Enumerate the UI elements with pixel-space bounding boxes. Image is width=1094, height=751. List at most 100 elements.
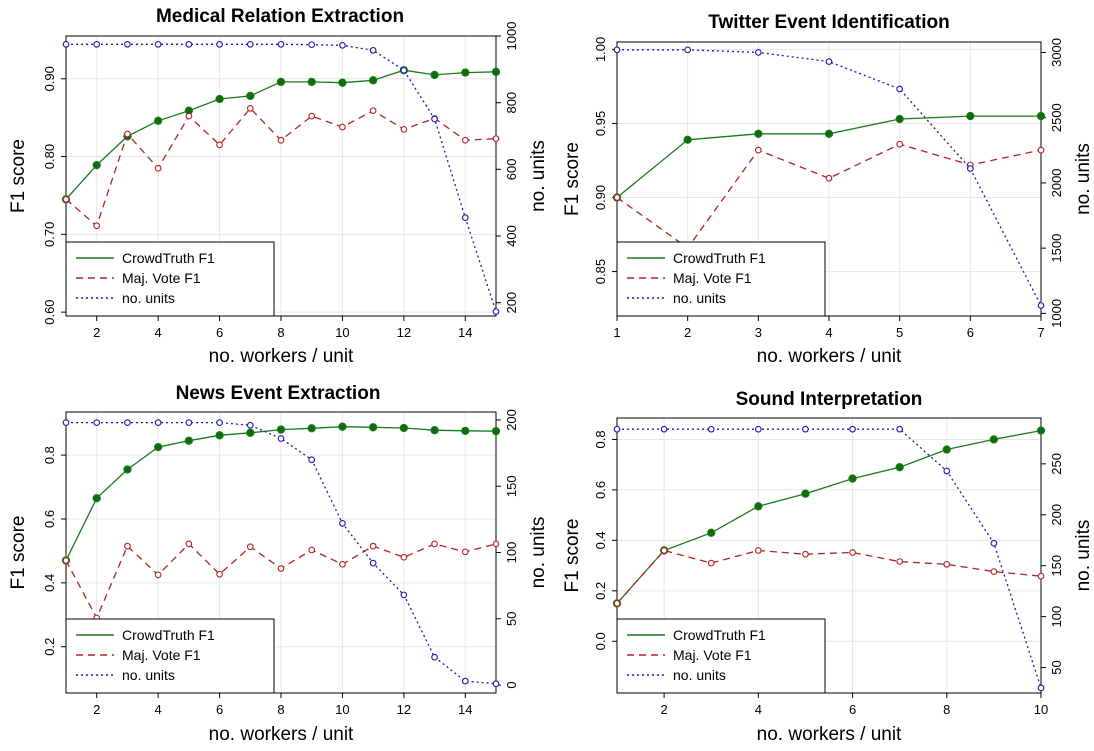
data-point-majority (308, 546, 316, 554)
data-point-majority (339, 560, 346, 568)
x-tick-label: 10 (335, 702, 349, 717)
x-tick-label: 2 (660, 702, 667, 717)
data-point-majority (369, 542, 377, 550)
data-point-majority (1037, 572, 1045, 580)
data-point-majority (400, 553, 408, 561)
data-point-units (1037, 302, 1045, 309)
x-tick-label: 12 (397, 702, 411, 717)
y2-tick-label: 200 (1049, 504, 1064, 526)
data-point-majority (461, 136, 469, 144)
data-point-majority (754, 146, 762, 154)
x-tick-label: 4 (825, 325, 832, 340)
data-point-crowdtruth (307, 424, 316, 433)
x-axis-label: no. workers / unit (757, 346, 902, 367)
data-point-units (62, 40, 70, 48)
x-tick-label: 6 (216, 325, 223, 340)
data-point-crowdtruth (307, 77, 316, 87)
x-tick-label: 4 (155, 702, 162, 717)
data-point-crowdtruth (92, 494, 101, 503)
data-point-crowdtruth (754, 129, 763, 138)
legend-label-units: no. units (673, 667, 726, 683)
data-point-units (339, 519, 346, 527)
y2-tick-label: 2000 (1049, 168, 1064, 197)
y2-tick-label: 200 (504, 292, 519, 314)
data-point-crowdtruth (246, 91, 255, 101)
data-point-majority (943, 560, 951, 568)
data-point-crowdtruth (942, 445, 951, 454)
legend-label-majority: Maj. Vote F1 (122, 647, 201, 663)
data-point-majority (154, 164, 162, 172)
data-point-units (154, 419, 162, 426)
data-point-crowdtruth (338, 78, 347, 87)
data-point-crowdtruth (153, 442, 163, 452)
data-point-crowdtruth (368, 423, 378, 432)
data-point-majority (896, 558, 904, 565)
data-point-majority (277, 136, 285, 144)
data-point-units (896, 425, 904, 433)
y-tick-label: 0.90 (42, 66, 57, 91)
data-point-crowdtruth (276, 77, 286, 87)
y2-tick-label: 800 (504, 92, 519, 114)
data-point-units (369, 46, 377, 54)
data-point-units (896, 85, 904, 93)
data-point-units (339, 41, 346, 49)
data-point-units (825, 58, 833, 65)
data-point-crowdtruth (338, 422, 347, 431)
legend-label-majority: Maj. Vote F1 (673, 647, 752, 663)
data-point-crowdtruth (246, 428, 255, 437)
data-point-units (431, 115, 438, 123)
y2-tick-label: 3000 (1049, 38, 1064, 67)
data-point-majority (246, 104, 254, 112)
data-point-units (849, 425, 856, 433)
data-point-units (707, 425, 715, 433)
data-point-units (93, 40, 101, 48)
data-point-units (277, 40, 285, 48)
legend-label-crowdtruth: CrowdTruth F1 (122, 627, 215, 643)
data-point-majority (185, 112, 193, 120)
y2-tick-label: 250 (1049, 453, 1064, 475)
y2-tick-label: 100 (504, 542, 519, 564)
y2-tick-label: 400 (504, 225, 519, 247)
x-tick-label: 4 (755, 702, 762, 717)
data-point-units (492, 680, 500, 688)
data-point-units (802, 425, 809, 433)
data-point-majority (62, 195, 70, 203)
data-point-units (308, 456, 316, 464)
y-tick-label: 0.60 (42, 299, 57, 324)
data-point-crowdtruth (707, 528, 716, 537)
data-point-units (400, 591, 408, 599)
data-point-units (62, 419, 70, 426)
y-tick-label: 0.90 (593, 185, 608, 210)
y-tick-label: 0.2 (42, 638, 57, 656)
x-tick-label: 14 (458, 325, 472, 340)
data-point-units (124, 40, 131, 48)
data-point-majority (124, 130, 131, 138)
y2-tick-label: 1000 (1049, 299, 1064, 328)
x-tick-label: 4 (155, 325, 162, 340)
y-tick-label: 0.70 (42, 222, 57, 247)
y2-tick-label: 200 (504, 409, 519, 431)
y2-tick-label: 50 (504, 612, 519, 626)
data-point-crowdtruth (1036, 426, 1046, 435)
data-point-units (124, 419, 131, 426)
data-point-units (966, 165, 974, 172)
data-point-majority (461, 548, 469, 556)
data-point-majority (754, 547, 762, 554)
y2-axis-label: no. units (528, 140, 549, 212)
y2-tick-label: 150 (504, 475, 519, 497)
data-point-units (754, 49, 762, 56)
legend-label-crowdtruth: CrowdTruth F1 (673, 250, 766, 266)
legend-label-majority: Maj. Vote F1 (122, 270, 201, 286)
series-line-crowdtruth (616, 429, 1042, 604)
data-point-majority (707, 559, 715, 567)
x-tick-label: 5 (896, 325, 903, 340)
data-point-majority (216, 141, 223, 149)
data-point-majority (1037, 146, 1045, 154)
x-tick-label: 2 (93, 325, 100, 340)
data-point-crowdtruth (824, 129, 834, 138)
x-axis-label: no. workers / unit (757, 724, 902, 745)
data-point-majority (369, 107, 377, 115)
data-point-units (308, 41, 316, 49)
legend-label-majority: Maj. Vote F1 (673, 270, 752, 286)
y-tick-label: 0.8 (593, 430, 608, 448)
